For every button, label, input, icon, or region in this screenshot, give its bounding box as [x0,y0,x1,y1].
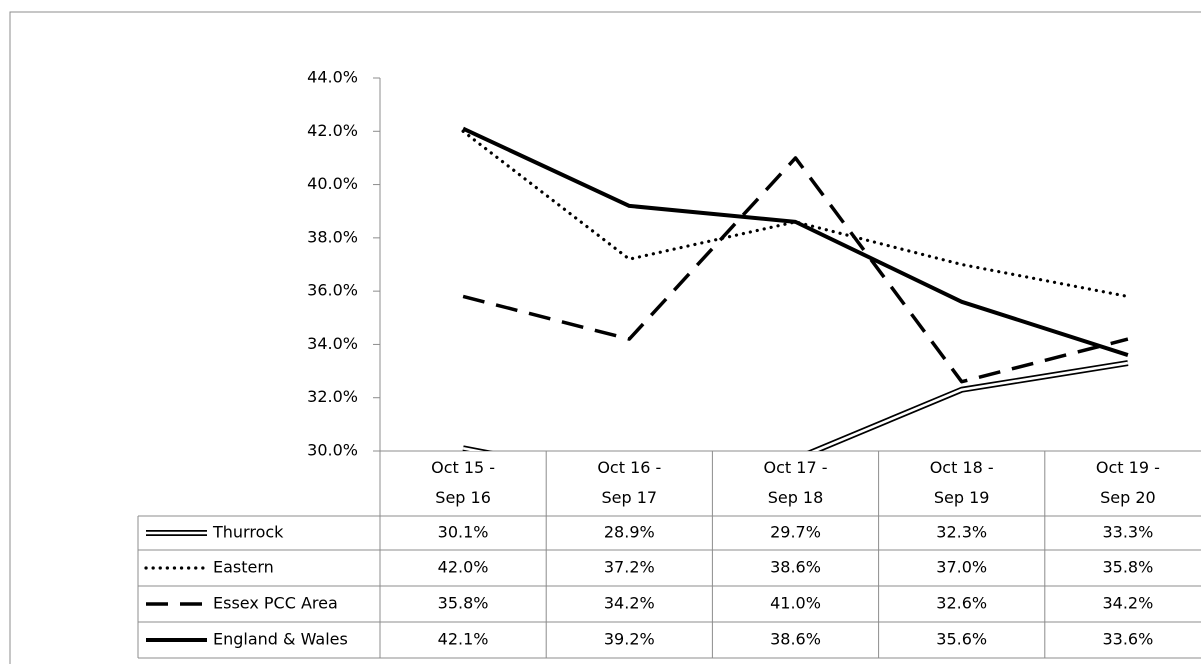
table-value: 41.0% [770,594,821,613]
y-tick-label: 42.0% [307,121,358,140]
table-value: 35.6% [936,630,987,649]
table-value: 34.2% [604,594,655,613]
series-line [461,129,1130,299]
legend-label: Eastern [213,558,274,577]
table-value: 30.1% [438,523,489,542]
y-tick-label: 44.0% [307,68,358,87]
table-value: 32.3% [936,523,987,542]
y-tick-label: 40.0% [307,174,358,193]
table-value: 33.6% [1102,630,1153,649]
legend-label: Thurrock [212,523,284,542]
table-value: 38.6% [770,558,821,577]
y-tick-label: 32.0% [307,387,358,406]
table-value: 28.9% [604,523,655,542]
table-value: 34.2% [1102,594,1153,613]
x-tick-label: Oct 17 - Sep 18 [763,458,828,507]
table-value: 39.2% [604,630,655,649]
table-value: 37.0% [936,558,987,577]
y-tick-label: 30.0% [307,441,358,460]
series-line [462,126,1129,357]
x-tick-label: Oct 18 - Sep 19 [929,458,994,507]
legend-label: England & Wales [213,630,348,649]
table-value: 35.8% [1102,558,1153,577]
table-value: 42.0% [438,558,489,577]
table-value: 42.1% [438,630,489,649]
table-value: 33.3% [1102,523,1153,542]
y-tick-label: 34.0% [307,334,358,353]
y-tick-label: 38.0% [307,227,358,246]
x-tick-label: Oct 19 - Sep 20 [1095,458,1160,507]
table-value: 38.6% [770,630,821,649]
plot-area [461,126,1130,451]
table-value: 35.8% [438,594,489,613]
chart-border [9,11,1201,664]
table-value: 32.6% [936,594,987,613]
y-tick-label: 36.0% [307,281,358,300]
series-line [462,156,1129,384]
series-line-inner [462,361,1129,451]
table-value: 29.7% [770,523,821,542]
x-tick-label: Oct 16 - Sep 17 [597,458,662,507]
x-tick-label: Oct 15 - Sep 16 [431,458,496,507]
legend-label: Essex PCC Area [213,594,338,613]
table-value: 37.2% [604,558,655,577]
